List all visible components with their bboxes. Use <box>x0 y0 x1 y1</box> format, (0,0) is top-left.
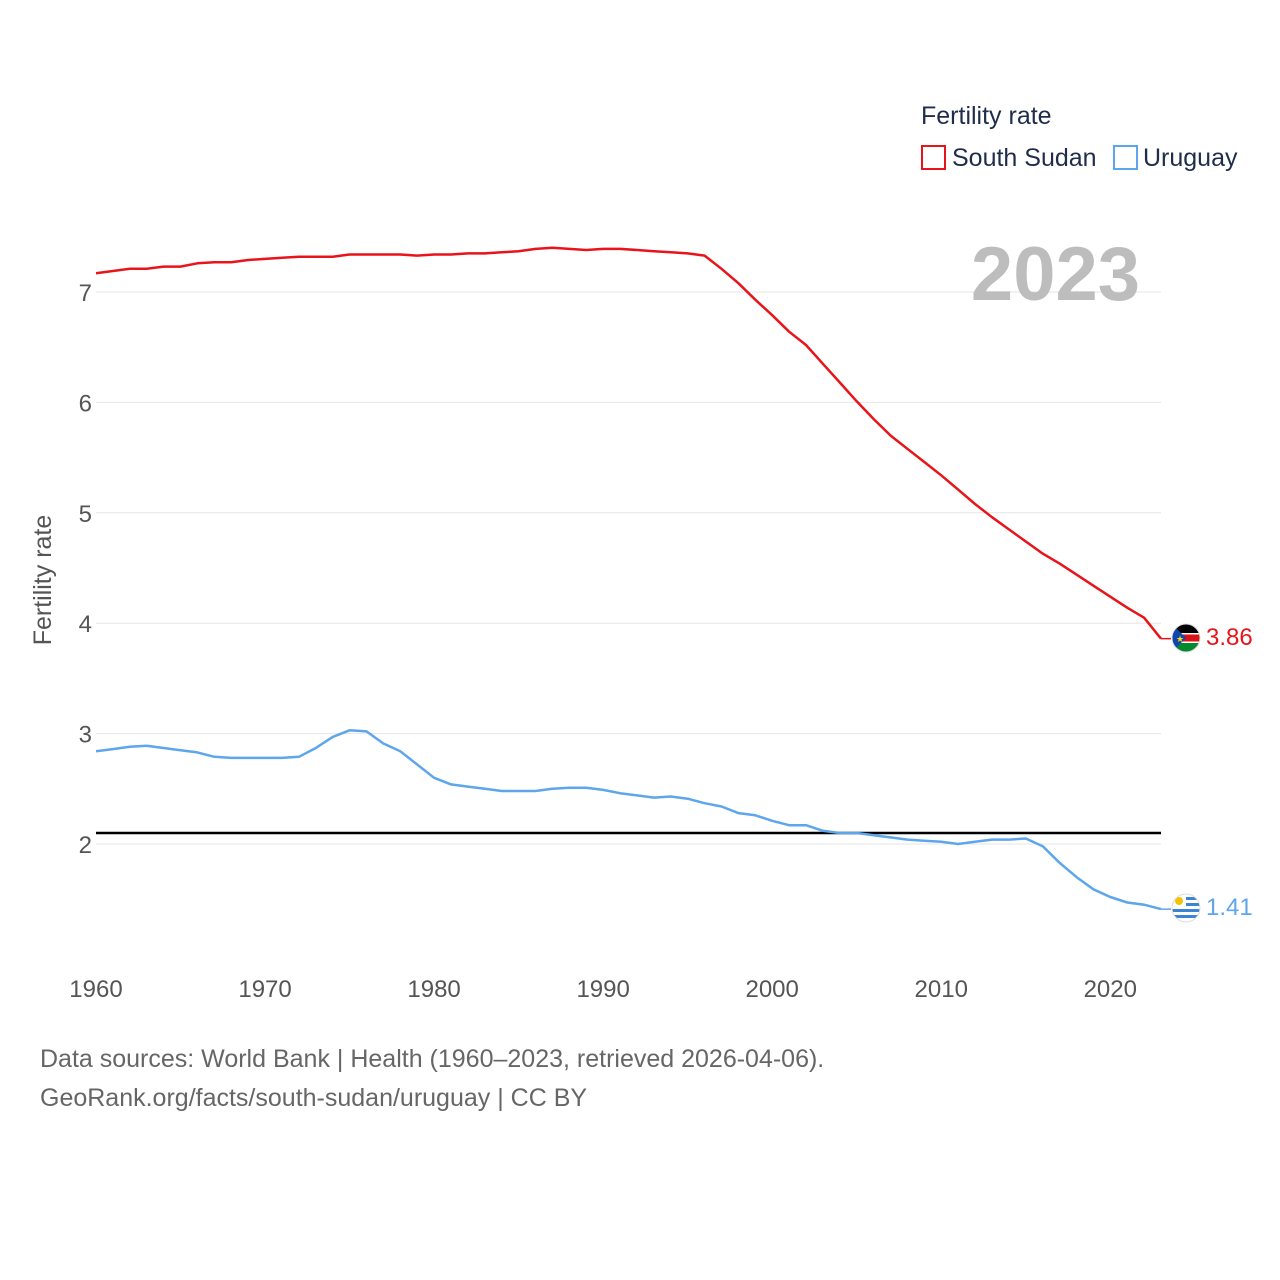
x-tick-label: 2000 <box>745 976 798 1003</box>
gridlines <box>96 291 1161 845</box>
legend-swatch-uruguay <box>1113 145 1138 170</box>
x-tick-label: 1970 <box>238 976 291 1003</box>
y-tick-label: 5 <box>79 501 92 528</box>
x-tick-label: 2020 <box>1084 976 1137 1003</box>
y-tick-label: 6 <box>79 390 92 417</box>
legend: Fertility rate South Sudan Uruguay <box>921 102 1238 172</box>
legend-label-uruguay: Uruguay <box>1143 144 1238 172</box>
series-line-south-sudan[interactable] <box>95 246 1162 640</box>
year-label: 2023 <box>971 232 1140 317</box>
y-axis-ticks: 2 3 4 5 6 7 <box>79 280 92 859</box>
x-tick-label: 1980 <box>407 976 460 1003</box>
legend-item-south-sudan[interactable]: South Sudan <box>921 144 1097 172</box>
legend-label-south-sudan: South Sudan <box>952 144 1097 172</box>
y-tick-label: 7 <box>79 280 92 307</box>
y-tick-label: 3 <box>79 722 92 749</box>
south-sudan-flag-icon: ★ <box>1171 623 1201 653</box>
svg-text:★: ★ <box>1176 635 1184 645</box>
end-label-uruguay: 1.41 <box>1206 894 1253 921</box>
legend-item-uruguay[interactable]: Uruguay <box>1113 144 1238 172</box>
x-axis-ticks: 1960 1970 1980 1990 2000 2010 2020 <box>69 976 1137 1003</box>
x-tick-label: 1990 <box>576 976 629 1003</box>
y-tick-label: 4 <box>79 611 92 638</box>
legend-swatch-south-sudan <box>921 145 946 170</box>
series-line-uruguay[interactable] <box>95 729 1162 911</box>
legend-title: Fertility rate <box>921 102 1052 130</box>
y-tick-label: 2 <box>79 832 92 859</box>
x-tick-label: 1960 <box>69 976 122 1003</box>
y-axis-title: Fertility rate <box>29 515 57 646</box>
series-group <box>95 246 1171 911</box>
x-tick-label: 2010 <box>915 976 968 1003</box>
uruguay-flag-icon <box>1171 893 1201 923</box>
source-link[interactable]: GeoRank.org/facts/south-sudan/uruguay | … <box>40 1084 588 1112</box>
end-label-south-sudan: 3.86 <box>1206 624 1253 651</box>
source-note: Data sources: World Bank | Health (1960–… <box>40 1045 825 1073</box>
